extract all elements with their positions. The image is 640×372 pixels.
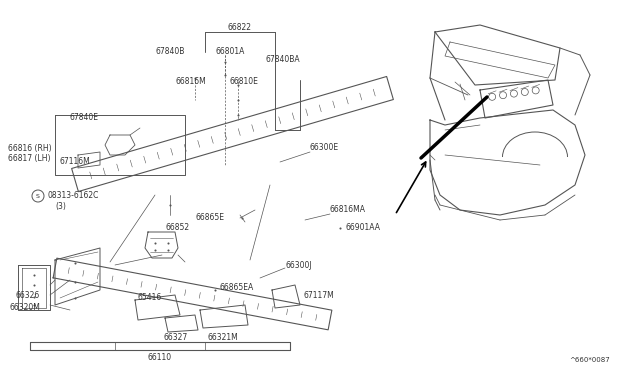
Text: 66852: 66852 [165, 224, 189, 232]
Text: 67116M: 67116M [60, 157, 91, 167]
Text: 67840E: 67840E [70, 113, 99, 122]
Text: 65416: 65416 [138, 294, 163, 302]
Text: 66901AA: 66901AA [345, 224, 380, 232]
Text: ^660*0087: ^660*0087 [569, 357, 610, 363]
Text: (3): (3) [55, 202, 66, 212]
Text: 66865E: 66865E [195, 214, 224, 222]
Text: 66816 (RH): 66816 (RH) [8, 144, 52, 153]
Text: 66816M: 66816M [175, 77, 205, 87]
Text: 66865EA: 66865EA [220, 283, 254, 292]
Text: 66300E: 66300E [310, 144, 339, 153]
Text: 66801A: 66801A [215, 48, 244, 57]
Text: 66816MA: 66816MA [330, 205, 366, 215]
Text: 66320M: 66320M [10, 302, 41, 311]
Text: 66822: 66822 [228, 23, 252, 32]
Text: 66810E: 66810E [230, 77, 259, 87]
Text: S: S [36, 193, 40, 199]
Text: 08313-6162C: 08313-6162C [48, 192, 99, 201]
Text: 66321M: 66321M [208, 334, 239, 343]
Text: 66326: 66326 [15, 291, 39, 299]
Text: 66300J: 66300J [285, 260, 312, 269]
Text: 67840B: 67840B [156, 48, 185, 57]
Text: 66327: 66327 [163, 334, 188, 343]
Text: 67840BA: 67840BA [265, 55, 300, 64]
Text: 66110: 66110 [148, 353, 172, 362]
Text: 66817 (LH): 66817 (LH) [8, 154, 51, 163]
Text: 67117M: 67117M [303, 291, 333, 299]
